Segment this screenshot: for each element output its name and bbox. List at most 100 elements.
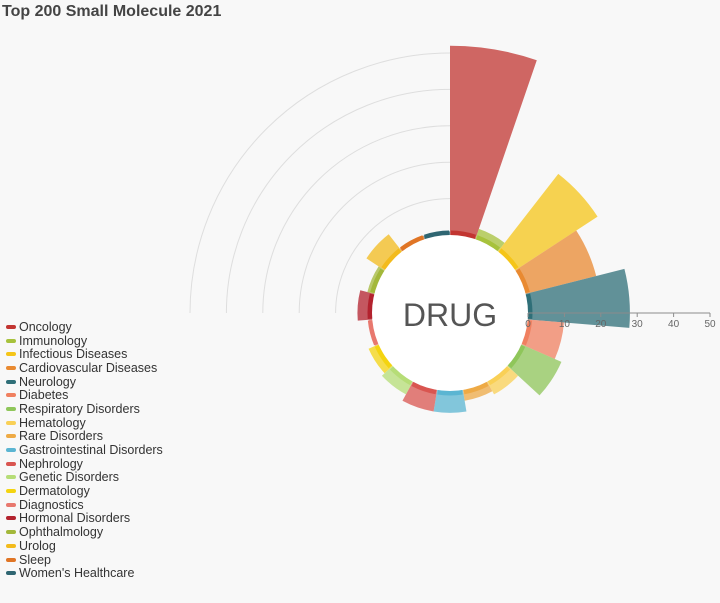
ring-segment-16 <box>381 248 402 270</box>
inner-ring <box>367 230 533 396</box>
legend-label: Diagnostics <box>19 497 84 512</box>
legend-label: Neurology <box>19 374 76 389</box>
legend-item[interactable]: Hematology <box>6 416 163 430</box>
bar-cardiovascular-diseases[interactable] <box>515 230 597 294</box>
legend-item[interactable]: Immunology <box>6 334 163 348</box>
legend-label: Rare Disorders <box>19 429 104 444</box>
legend-label: Oncology <box>19 319 72 334</box>
legend-item[interactable]: Infectious Diseases <box>6 347 163 361</box>
grid-arc-0 <box>335 198 451 314</box>
legend-item[interactable]: Gastrointestinal Disorders <box>6 443 163 457</box>
ring-segment-17 <box>400 235 425 252</box>
radial-tick-label-3: 30 <box>632 319 644 330</box>
legend-item[interactable]: Women's Healthcare <box>6 566 163 580</box>
legend-item[interactable]: Cardiovascular Diseases <box>6 361 163 375</box>
ring-segment-8 <box>463 381 489 395</box>
ring-segment-7 <box>487 366 511 386</box>
ring-segment-0 <box>450 230 476 240</box>
legend-item[interactable]: Neurology <box>6 375 163 389</box>
legend-item[interactable]: Ophthalmology <box>6 525 163 539</box>
legend-item[interactable]: Hormonal Disorders <box>6 511 163 526</box>
bar-hematology[interactable] <box>487 365 519 395</box>
ring-segment-14 <box>367 293 375 319</box>
legend-swatch <box>6 543 16 548</box>
ring-segment-2 <box>498 248 519 270</box>
legend-item[interactable]: Diabetes <box>6 388 163 402</box>
bar-infectious-diseases[interactable] <box>497 173 598 271</box>
legend-label: Diabetes <box>19 388 69 403</box>
grid-arc-3 <box>225 88 451 314</box>
legend-label: Nephrology <box>19 456 83 471</box>
legend-item[interactable]: Oncology <box>6 320 163 334</box>
legend-swatch <box>6 379 16 384</box>
bar-gastrointestinal-disorders[interactable] <box>433 389 467 413</box>
legend-swatch <box>6 530 16 535</box>
center-label: DRUG <box>403 297 497 333</box>
ring-segment-11 <box>389 366 413 386</box>
legend-swatch <box>6 365 16 370</box>
legend-swatch <box>6 516 16 521</box>
legend-item[interactable]: Nephrology <box>6 457 163 471</box>
legend-item[interactable]: Genetic Disorders <box>6 470 163 485</box>
ring-segment-3 <box>515 268 530 294</box>
bar-respiratory-disorders[interactable] <box>507 344 562 396</box>
ring-segment-6 <box>507 344 526 369</box>
radial-tick-label-1: 10 <box>559 319 571 330</box>
legend-item[interactable]: Diagnostics <box>6 498 163 512</box>
legend-label: Cardiovascular Diseases <box>19 360 158 375</box>
legend-swatch <box>6 420 16 425</box>
legend-swatch <box>6 338 16 343</box>
legend-item[interactable]: Sleep <box>6 553 163 567</box>
bar-dermatology[interactable] <box>368 344 393 374</box>
radial-axis: 0 10 20 30 40 50 <box>525 312 716 330</box>
radial-tick-label-2: 20 <box>595 319 607 330</box>
legend-swatch <box>6 434 16 439</box>
legend-label: Genetic Disorders <box>19 470 120 485</box>
bar-genetic-disorders[interactable] <box>381 365 413 395</box>
legend-label: Infectious Diseases <box>19 347 128 362</box>
radial-grid <box>189 52 451 314</box>
ring-segment-12 <box>374 344 393 369</box>
legend-item[interactable]: Respiratory Disorders <box>6 402 163 416</box>
center-hole <box>372 235 528 391</box>
legend: Oncology Immunology Infectious Diseases Car… <box>6 320 163 580</box>
grid-arc-1 <box>298 161 451 314</box>
ring-segment-10 <box>411 381 437 395</box>
legend-swatch <box>6 489 16 494</box>
legend-swatch <box>6 448 16 453</box>
legend-item[interactable]: Rare Disorders <box>6 429 163 444</box>
ring-segment-1 <box>475 235 500 252</box>
bar-oncology[interactable] <box>450 45 537 240</box>
legend-swatch <box>6 557 16 562</box>
legend-label: Women's Healthcare <box>19 566 135 581</box>
legend-swatch <box>6 406 16 411</box>
legend-label: Respiratory Disorders <box>19 401 140 416</box>
legend-label: Gastrointestinal Disorders <box>19 443 163 458</box>
legend-label: Hematology <box>19 415 86 430</box>
ring-segment-13 <box>367 320 379 346</box>
legend-item[interactable]: Urolog <box>6 539 163 553</box>
legend-swatch <box>6 461 16 466</box>
ring-segment-15 <box>370 268 385 294</box>
grid-arc-2 <box>262 125 451 314</box>
legend-swatch <box>6 352 16 357</box>
legend-label: Hormonal Disorders <box>19 511 131 526</box>
legend-label: Dermatology <box>19 484 90 499</box>
bar-diabetes[interactable] <box>521 319 565 359</box>
legend-item[interactable]: Dermatology <box>6 484 163 498</box>
ring-segment-9 <box>437 389 463 396</box>
radial-tick-label-5: 50 <box>704 319 716 330</box>
ring-segment-18 <box>424 230 450 240</box>
bar-urolog[interactable] <box>366 234 403 271</box>
ring-segment-5 <box>521 320 533 346</box>
legend-swatch <box>6 475 16 480</box>
legend-label: Ophthalmology <box>19 525 104 540</box>
radial-tick-label-4: 40 <box>668 319 680 330</box>
radial-tick-label-0: 0 <box>525 319 531 330</box>
ring-segment-4 <box>525 293 533 319</box>
legend-swatch <box>6 571 16 576</box>
legend-label: Urolog <box>19 538 56 553</box>
legend-label: Sleep <box>19 552 51 567</box>
grid-arc-4 <box>189 52 451 314</box>
